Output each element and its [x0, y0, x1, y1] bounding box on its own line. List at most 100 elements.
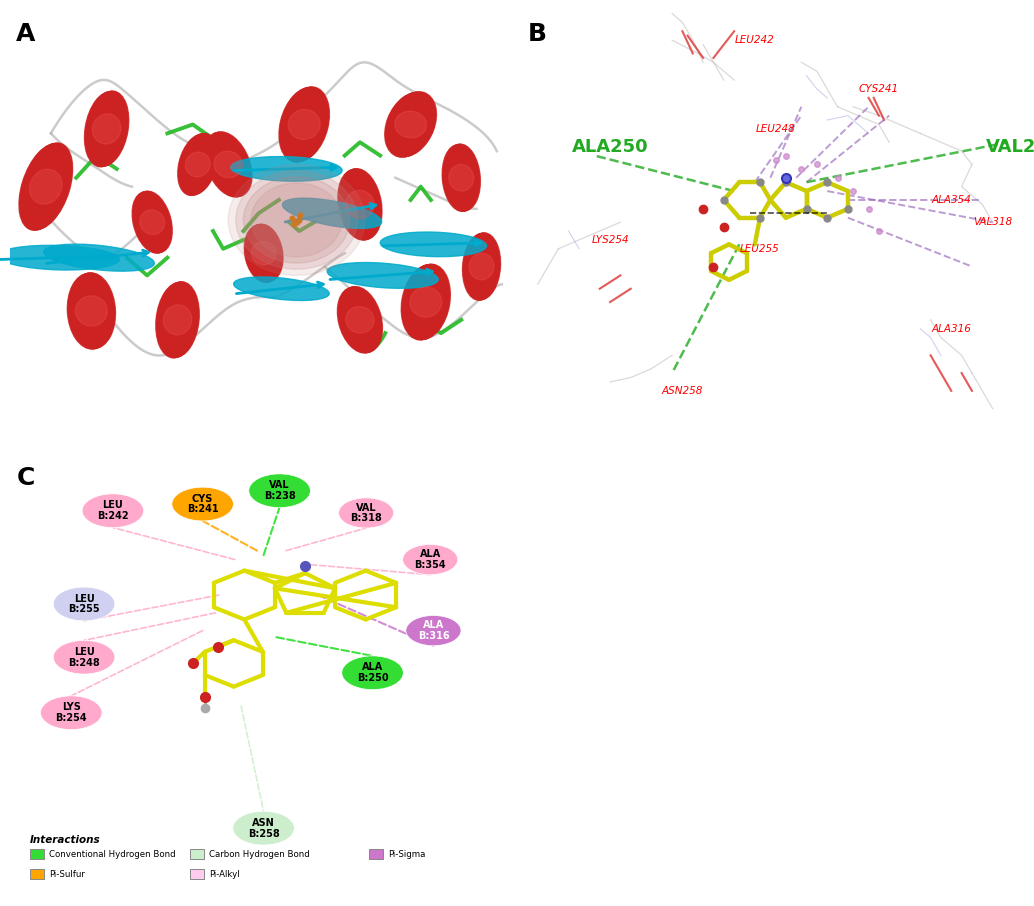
Text: ALA316: ALA316	[932, 323, 971, 333]
Ellipse shape	[40, 696, 102, 729]
Ellipse shape	[385, 92, 434, 157]
Ellipse shape	[340, 169, 382, 239]
Ellipse shape	[234, 277, 329, 301]
Ellipse shape	[443, 145, 479, 211]
Ellipse shape	[338, 287, 382, 352]
Ellipse shape	[387, 92, 436, 157]
Ellipse shape	[339, 169, 381, 240]
Ellipse shape	[281, 87, 330, 161]
Text: LEU255: LEU255	[740, 244, 780, 254]
Ellipse shape	[386, 92, 435, 157]
Ellipse shape	[132, 192, 170, 253]
Ellipse shape	[92, 114, 121, 144]
Ellipse shape	[20, 144, 71, 230]
FancyBboxPatch shape	[190, 850, 204, 859]
Ellipse shape	[282, 198, 382, 228]
Text: C: C	[17, 467, 35, 490]
Ellipse shape	[345, 306, 374, 333]
Text: LEU
B:248: LEU B:248	[68, 647, 100, 668]
Ellipse shape	[75, 296, 108, 326]
Ellipse shape	[133, 191, 171, 253]
Text: ASN258: ASN258	[662, 386, 703, 396]
Ellipse shape	[245, 225, 282, 282]
Text: Interactions: Interactions	[30, 834, 100, 844]
Text: ALA250: ALA250	[572, 138, 648, 156]
Text: CYS
B:241: CYS B:241	[187, 494, 218, 515]
Ellipse shape	[338, 287, 381, 352]
Ellipse shape	[444, 145, 479, 211]
Text: A: A	[16, 23, 35, 46]
Text: ALA354: ALA354	[932, 195, 971, 205]
FancyBboxPatch shape	[190, 870, 204, 879]
Ellipse shape	[67, 274, 113, 349]
Text: Carbon Hydrogen Bond: Carbon Hydrogen Bond	[209, 850, 310, 859]
Ellipse shape	[337, 287, 381, 353]
Ellipse shape	[463, 234, 498, 300]
Ellipse shape	[387, 92, 436, 157]
Ellipse shape	[244, 225, 280, 283]
Text: Pi-Alkyl: Pi-Alkyl	[209, 870, 240, 879]
Text: LYS
B:254: LYS B:254	[56, 702, 87, 723]
Ellipse shape	[444, 144, 480, 211]
Text: Pi-Sigma: Pi-Sigma	[389, 850, 426, 859]
FancyBboxPatch shape	[30, 870, 43, 879]
Ellipse shape	[243, 177, 349, 263]
Ellipse shape	[338, 169, 379, 240]
Text: CYS241: CYS241	[859, 84, 899, 94]
Ellipse shape	[246, 225, 282, 282]
Ellipse shape	[140, 210, 164, 235]
Ellipse shape	[180, 134, 217, 195]
Ellipse shape	[134, 191, 172, 253]
Ellipse shape	[21, 143, 71, 230]
Ellipse shape	[340, 169, 382, 239]
Text: B: B	[527, 23, 546, 46]
Text: VAL238: VAL238	[985, 138, 1034, 156]
Ellipse shape	[158, 282, 200, 357]
Ellipse shape	[54, 587, 115, 621]
Ellipse shape	[0, 246, 119, 270]
Ellipse shape	[463, 233, 499, 300]
Ellipse shape	[395, 111, 426, 138]
Ellipse shape	[406, 615, 461, 646]
Ellipse shape	[236, 170, 358, 269]
Ellipse shape	[86, 92, 128, 166]
Text: LEU
B:255: LEU B:255	[68, 593, 100, 614]
Text: ASN
B:258: ASN B:258	[248, 818, 279, 839]
Ellipse shape	[462, 234, 498, 300]
Ellipse shape	[69, 273, 115, 349]
Ellipse shape	[68, 274, 114, 349]
Ellipse shape	[469, 254, 494, 280]
Ellipse shape	[249, 474, 310, 507]
Ellipse shape	[43, 244, 154, 271]
Point	[288, 215, 305, 229]
Ellipse shape	[386, 92, 434, 157]
Point	[292, 208, 308, 223]
Ellipse shape	[340, 286, 383, 352]
Ellipse shape	[280, 87, 328, 161]
Text: LYS254: LYS254	[591, 235, 629, 245]
Ellipse shape	[402, 265, 449, 340]
Ellipse shape	[19, 144, 70, 230]
Text: VAL
B:318: VAL B:318	[351, 503, 382, 524]
Ellipse shape	[68, 274, 115, 349]
Ellipse shape	[449, 165, 474, 191]
Point	[291, 213, 307, 227]
Point	[283, 210, 300, 225]
Ellipse shape	[251, 183, 342, 257]
Ellipse shape	[338, 497, 394, 528]
Ellipse shape	[342, 656, 403, 689]
Ellipse shape	[179, 134, 217, 195]
Text: Conventional Hydrogen Bond: Conventional Hydrogen Bond	[49, 850, 176, 859]
Ellipse shape	[30, 169, 62, 204]
FancyBboxPatch shape	[30, 850, 43, 859]
Ellipse shape	[465, 233, 500, 300]
Ellipse shape	[156, 283, 197, 358]
Ellipse shape	[85, 92, 127, 167]
Text: VAL
B:238: VAL B:238	[264, 480, 296, 501]
Ellipse shape	[281, 87, 329, 161]
Ellipse shape	[205, 132, 249, 197]
Ellipse shape	[345, 190, 374, 218]
Ellipse shape	[205, 132, 250, 197]
Ellipse shape	[87, 92, 129, 166]
Ellipse shape	[163, 304, 191, 335]
